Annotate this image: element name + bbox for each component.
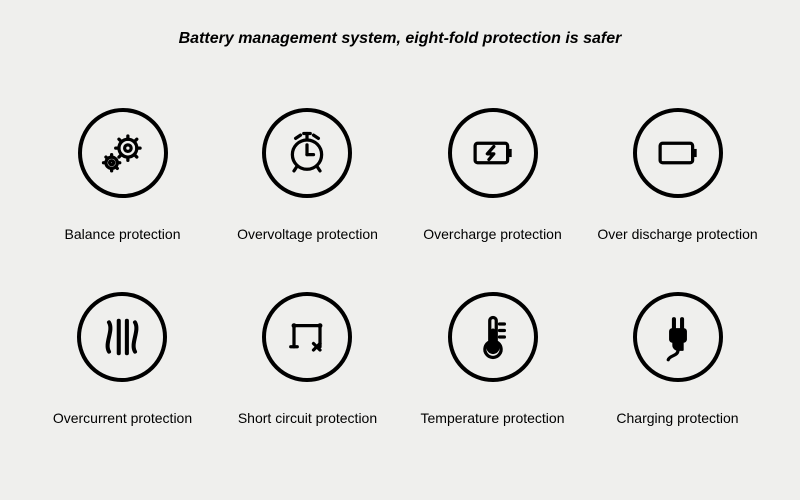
gears-icon xyxy=(78,108,168,198)
plug-icon xyxy=(633,292,723,382)
waves-icon xyxy=(77,292,167,382)
feature-overcharge: Overcharge protection xyxy=(423,108,562,242)
feature-label: Short circuit protection xyxy=(238,410,377,426)
feature-label: Overvoltage protection xyxy=(237,226,378,242)
clock-icon xyxy=(262,108,352,198)
page-title: Battery management system, eight-fold pr… xyxy=(40,30,760,48)
feature-temperature: Temperature protection xyxy=(421,292,565,426)
feature-grid: Balance protection Overvoltage protectio… xyxy=(40,108,760,426)
feature-label: Temperature protection xyxy=(421,410,565,426)
feature-label: Overcurrent protection xyxy=(53,410,192,426)
battery-bolt-icon xyxy=(448,108,538,198)
feature-label: Balance protection xyxy=(65,226,181,242)
thermometer-icon xyxy=(448,292,538,382)
feature-overdischarge: Over discharge protection xyxy=(597,108,757,242)
feature-label: Over discharge protection xyxy=(597,226,757,242)
feature-balance: Balance protection xyxy=(65,108,181,242)
battery-empty-icon xyxy=(633,108,723,198)
feature-overvoltage: Overvoltage protection xyxy=(237,108,378,242)
feature-charging: Charging protection xyxy=(616,292,738,426)
short-circuit-icon xyxy=(262,292,352,382)
feature-label: Charging protection xyxy=(616,410,738,426)
feature-label: Overcharge protection xyxy=(423,226,562,242)
feature-overcurrent: Overcurrent protection xyxy=(53,292,192,426)
feature-shortcircuit: Short circuit protection xyxy=(238,292,377,426)
